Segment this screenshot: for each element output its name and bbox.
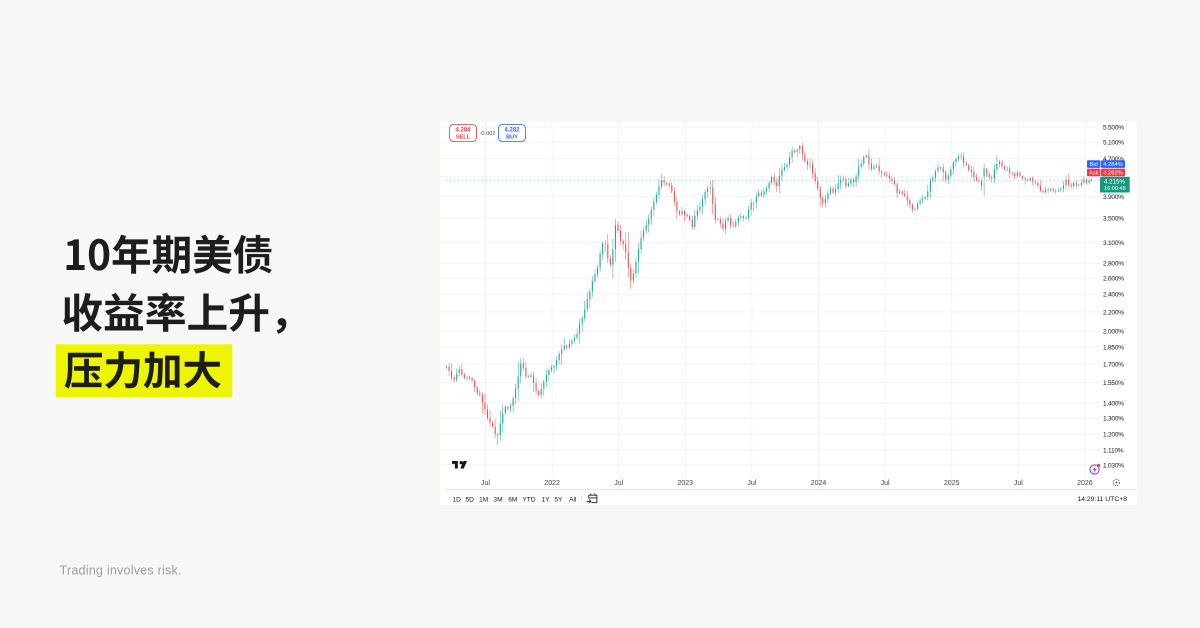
svg-text:BUY: BUY [506,135,518,141]
svg-text:Ask: Ask [1089,171,1099,177]
svg-text:-0.002: -0.002 [480,131,496,137]
svg-text:4.284%: 4.284% [1103,162,1123,168]
svg-text:Bid: Bid [1090,162,1098,168]
svg-text:2025: 2025 [944,480,960,487]
svg-text:2.400%: 2.400% [1103,292,1124,299]
svg-text:2026: 2026 [1077,480,1093,487]
svg-text:4.282: 4.282 [504,128,520,134]
svg-text:3.100%: 3.100% [1103,240,1124,247]
svg-text:1.030%: 1.030% [1103,462,1124,469]
svg-text:1.200%: 1.200% [1103,432,1124,439]
svg-text:1.700%: 1.700% [1103,361,1124,368]
svg-text:3.500%: 3.500% [1103,216,1124,223]
svg-text:Jul: Jul [614,480,623,487]
svg-text:14:29:11 UTC+8: 14:29:11 UTC+8 [1077,496,1127,503]
svg-text:Trading involves risk.: Trading involves risk. [60,564,182,578]
svg-text:Jul: Jul [881,480,890,487]
svg-text:2022: 2022 [544,480,560,487]
svg-text:6M: 6M [508,496,517,503]
svg-text:1D: 1D [452,496,461,503]
svg-text:2.000%: 2.000% [1103,329,1124,336]
svg-text:5.100%: 5.100% [1103,140,1124,147]
svg-text:4.282%: 4.282% [1103,171,1123,177]
svg-text:1M: 1M [479,496,488,503]
svg-text:4.700%: 4.700% [1103,156,1124,163]
svg-text:2023: 2023 [678,480,694,487]
svg-text:2.600%: 2.600% [1103,276,1124,283]
svg-text:5Y: 5Y [554,496,563,503]
svg-text:5D: 5D [465,496,474,503]
svg-text:1.400%: 1.400% [1103,401,1124,408]
svg-text:4.284: 4.284 [455,128,471,134]
svg-text:16:00:48: 16:00:48 [1104,186,1126,192]
svg-text:1.300%: 1.300% [1103,416,1124,423]
svg-text:YTD: YTD [522,496,535,503]
svg-text:1.110%: 1.110% [1103,447,1124,454]
svg-text:3M: 3M [493,496,502,503]
svg-text:Jul: Jul [747,480,756,487]
svg-text:3.900%: 3.900% [1103,194,1124,201]
svg-text:Jul: Jul [1014,480,1023,487]
svg-text:2024: 2024 [811,480,827,487]
svg-text:Jul: Jul [481,480,490,487]
svg-text:2.800%: 2.800% [1103,261,1124,268]
svg-text:2.200%: 2.200% [1103,309,1124,316]
svg-text:All: All [569,496,577,503]
svg-text:1.550%: 1.550% [1103,380,1124,387]
svg-text:5.500%: 5.500% [1103,124,1124,131]
svg-text:SELL: SELL [456,135,471,141]
svg-text:4.215%: 4.215% [1104,179,1125,186]
svg-text:1.850%: 1.850% [1103,344,1124,351]
svg-text:1Y: 1Y [541,496,550,503]
